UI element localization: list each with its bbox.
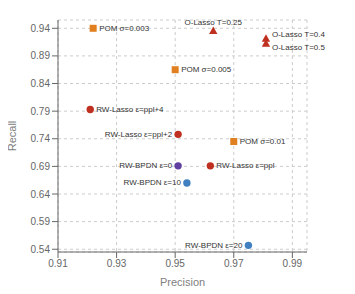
svg-text:RW-Lasso ε=ppl+4: RW-Lasso ε=ppl+4 [96, 105, 164, 114]
svg-text:0.64: 0.64 [31, 189, 51, 200]
svg-text:0.94: 0.94 [31, 23, 51, 34]
svg-text:O-Lasso T=0.5: O-Lasso T=0.5 [272, 43, 326, 52]
svg-text:O-Lasso T=0.4: O-Lasso T=0.4 [272, 30, 326, 39]
svg-text:0.74: 0.74 [31, 133, 51, 144]
svg-text:0.59: 0.59 [31, 216, 51, 227]
svg-text:Precision: Precision [160, 276, 205, 286]
svg-text:RW-BPDN ε=10: RW-BPDN ε=10 [124, 178, 182, 187]
svg-text:RW-BPDN ε=0: RW-BPDN ε=0 [119, 161, 172, 170]
svg-text:RW-BPDN ε=20: RW-BPDN ε=20 [185, 241, 243, 250]
svg-text:0.97: 0.97 [224, 258, 244, 269]
svg-text:0.93: 0.93 [107, 258, 127, 269]
svg-text:Recall: Recall [8, 121, 18, 152]
svg-text:0.54: 0.54 [31, 244, 51, 255]
svg-text:RW-Lasso ε=ppl+2: RW-Lasso ε=ppl+2 [105, 130, 173, 139]
svg-text:0.79: 0.79 [31, 106, 51, 117]
svg-text:0.95: 0.95 [165, 258, 185, 269]
svg-text:POM σ=0.003: POM σ=0.003 [99, 24, 150, 33]
svg-text:RW-Lasso ε=ppl: RW-Lasso ε=ppl [216, 161, 274, 170]
svg-text:0.89: 0.89 [31, 50, 51, 61]
svg-text:O-Lasso T=0.25: O-Lasso T=0.25 [185, 18, 243, 27]
svg-text:0.84: 0.84 [31, 78, 51, 89]
svg-text:0.99: 0.99 [283, 258, 303, 269]
svg-text:POM σ=0.01: POM σ=0.01 [240, 137, 286, 146]
svg-text:POM σ=0.005: POM σ=0.005 [181, 65, 232, 74]
svg-text:0.91: 0.91 [48, 258, 68, 269]
svg-text:0.69: 0.69 [31, 161, 51, 172]
